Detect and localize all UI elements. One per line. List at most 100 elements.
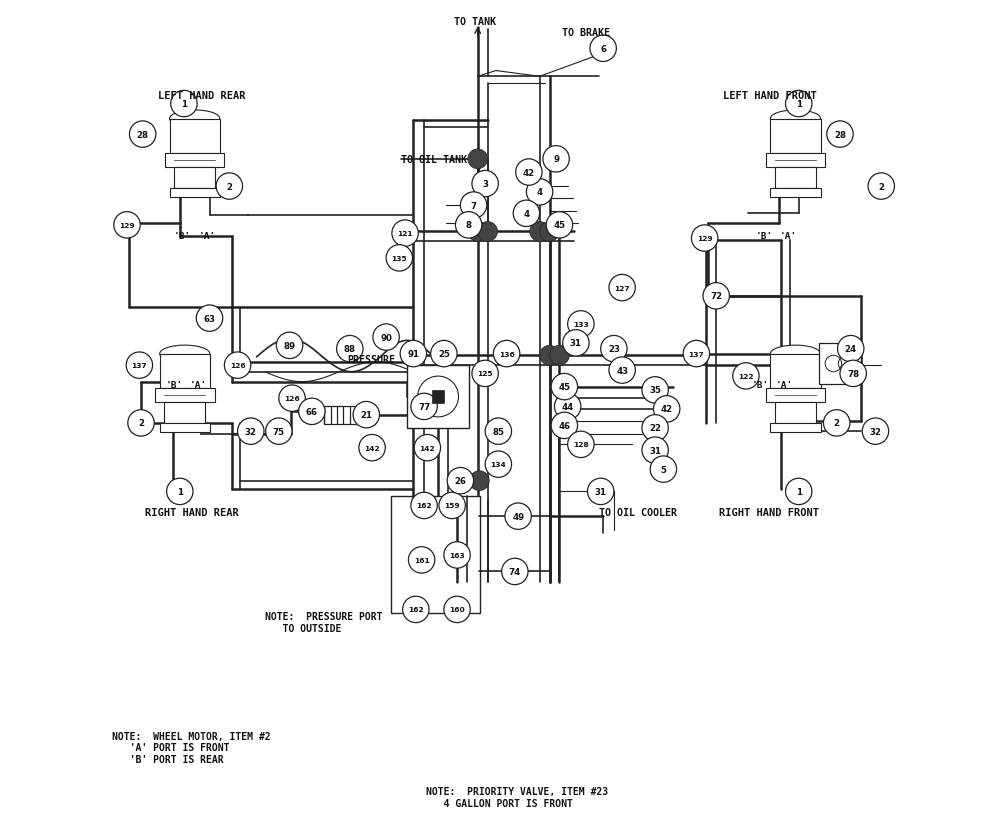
Circle shape xyxy=(439,493,465,519)
Circle shape xyxy=(650,457,677,483)
Text: 28: 28 xyxy=(137,131,149,140)
Circle shape xyxy=(823,410,850,437)
Text: 'A': 'A' xyxy=(198,232,216,241)
Circle shape xyxy=(403,596,429,623)
Ellipse shape xyxy=(170,111,220,128)
Text: 28: 28 xyxy=(834,131,846,140)
Text: 24: 24 xyxy=(845,345,857,354)
Text: 122: 122 xyxy=(738,374,754,380)
Text: 89: 89 xyxy=(284,342,296,351)
Circle shape xyxy=(540,222,559,242)
Text: 45: 45 xyxy=(553,221,565,230)
Text: 77: 77 xyxy=(418,403,430,411)
Circle shape xyxy=(447,468,474,495)
Circle shape xyxy=(733,363,759,390)
Text: 'A': 'A' xyxy=(780,232,797,241)
Circle shape xyxy=(568,432,594,458)
Text: 'B': 'B' xyxy=(755,232,773,241)
Text: 133: 133 xyxy=(573,322,589,327)
Text: 1: 1 xyxy=(177,487,183,496)
Circle shape xyxy=(114,213,140,239)
Text: 127: 127 xyxy=(614,285,630,291)
Circle shape xyxy=(642,377,668,404)
Text: 31: 31 xyxy=(649,446,661,455)
Text: 135: 135 xyxy=(392,256,407,261)
Text: LEFT HAND REAR: LEFT HAND REAR xyxy=(158,91,245,101)
Text: NOTE:  WHEEL MOTOR, ITEM #2
   'A' PORT IS FRONT
   'B' PORT IS REAR: NOTE: WHEEL MOTOR, ITEM #2 'A' PORT IS F… xyxy=(112,731,271,764)
Bar xyxy=(766,389,825,403)
Text: 75: 75 xyxy=(273,427,285,436)
Text: PRESSURE: PRESSURE xyxy=(347,355,395,365)
Circle shape xyxy=(587,479,614,505)
Ellipse shape xyxy=(770,111,821,128)
Text: 126: 126 xyxy=(284,395,300,402)
Text: 4: 4 xyxy=(537,188,543,197)
Text: 121: 121 xyxy=(397,231,413,237)
Circle shape xyxy=(468,150,488,170)
Circle shape xyxy=(196,305,223,332)
Circle shape xyxy=(478,222,498,242)
Circle shape xyxy=(373,324,399,351)
Text: 42: 42 xyxy=(661,405,673,414)
Circle shape xyxy=(472,171,498,198)
Bar xyxy=(391,496,480,613)
Circle shape xyxy=(551,413,578,439)
Text: 2: 2 xyxy=(834,419,840,428)
Circle shape xyxy=(400,341,427,367)
Text: 22: 22 xyxy=(649,424,661,433)
Circle shape xyxy=(216,174,243,200)
Text: 142: 142 xyxy=(420,445,435,451)
Text: 26: 26 xyxy=(454,476,466,485)
Bar xyxy=(770,354,821,389)
Bar xyxy=(155,389,215,403)
Text: 159: 159 xyxy=(444,503,460,509)
Circle shape xyxy=(493,341,520,367)
Circle shape xyxy=(703,284,729,309)
Text: 88: 88 xyxy=(344,345,356,354)
Circle shape xyxy=(868,174,894,200)
Circle shape xyxy=(862,418,889,445)
Text: RIGHT HAND FRONT: RIGHT HAND FRONT xyxy=(719,508,819,518)
Text: 162: 162 xyxy=(408,607,424,613)
Text: 6: 6 xyxy=(600,45,606,54)
Text: 42: 42 xyxy=(523,169,535,177)
Text: LEFT HAND FRONT: LEFT HAND FRONT xyxy=(723,91,817,101)
Text: 72: 72 xyxy=(710,292,722,301)
Text: 160: 160 xyxy=(449,607,465,613)
Text: 46: 46 xyxy=(558,422,570,430)
Bar xyxy=(160,354,210,389)
Bar xyxy=(766,154,825,168)
Bar xyxy=(770,423,821,433)
Circle shape xyxy=(472,361,498,387)
Circle shape xyxy=(642,415,668,442)
Text: 44: 44 xyxy=(562,403,574,411)
Text: 35: 35 xyxy=(649,386,661,395)
Circle shape xyxy=(359,435,385,461)
Circle shape xyxy=(411,394,437,420)
Circle shape xyxy=(414,435,441,461)
Circle shape xyxy=(485,452,512,478)
Circle shape xyxy=(590,36,616,62)
Circle shape xyxy=(431,341,457,367)
Bar xyxy=(164,403,205,423)
Circle shape xyxy=(353,402,380,428)
Text: 1: 1 xyxy=(181,100,187,109)
Text: 45: 45 xyxy=(558,383,570,392)
Ellipse shape xyxy=(160,346,210,363)
Circle shape xyxy=(224,352,251,379)
Circle shape xyxy=(840,361,866,387)
Text: 31: 31 xyxy=(570,339,582,348)
Bar xyxy=(407,366,469,428)
Text: 43: 43 xyxy=(616,366,628,375)
Text: 32: 32 xyxy=(869,427,881,436)
Bar xyxy=(174,168,215,189)
Text: 91: 91 xyxy=(407,350,419,359)
Circle shape xyxy=(485,418,512,445)
Text: RIGHT HAND REAR: RIGHT HAND REAR xyxy=(145,508,239,518)
Text: 74: 74 xyxy=(509,567,521,576)
Circle shape xyxy=(128,410,154,437)
Text: 142: 142 xyxy=(364,445,380,451)
Circle shape xyxy=(502,558,528,585)
Circle shape xyxy=(411,493,437,519)
Circle shape xyxy=(129,122,156,148)
